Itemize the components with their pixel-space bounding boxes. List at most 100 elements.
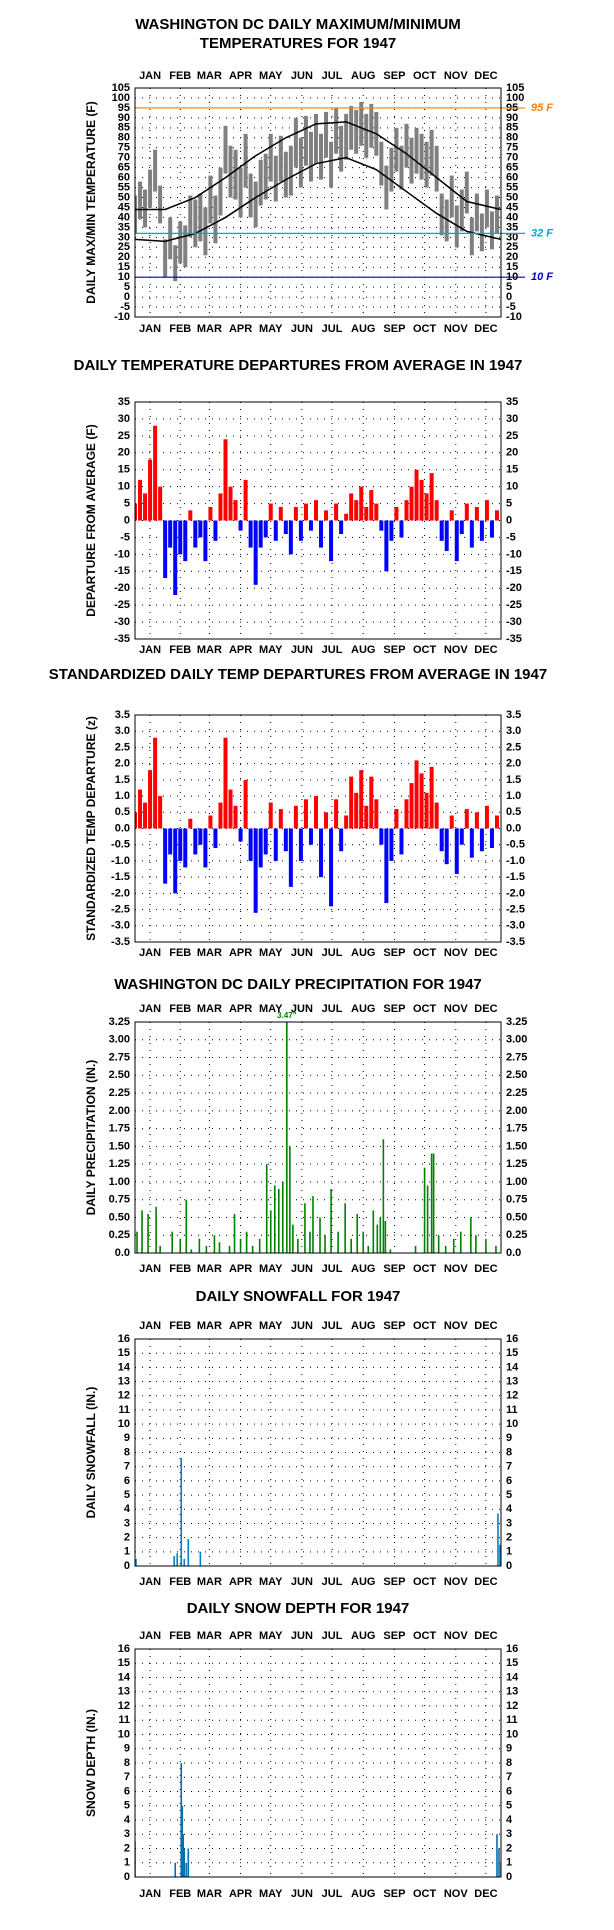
bar xyxy=(423,1167,426,1253)
y-tick-label-right: 4 xyxy=(506,1814,513,1826)
range-bar xyxy=(444,199,449,242)
range-bar xyxy=(404,123,409,168)
x-tick-label: FEB xyxy=(169,947,191,959)
y-tick-label-right: 1 xyxy=(506,1857,512,1869)
y-tick-label-right: 11 xyxy=(506,1714,518,1726)
x-tick-label-top: JUL xyxy=(322,1003,343,1015)
bar xyxy=(163,828,168,884)
bar xyxy=(238,828,243,842)
x-tick-label-top: JUL xyxy=(322,70,343,82)
bar xyxy=(494,815,499,829)
bar xyxy=(273,828,278,861)
bar xyxy=(263,828,268,855)
y-tick-label-right: 45 xyxy=(506,201,518,213)
y-tick-label-right: -0.5 xyxy=(506,839,525,851)
bar xyxy=(135,503,137,521)
x-tick-label-top: NOV xyxy=(444,1003,469,1015)
bar xyxy=(454,828,459,874)
y-tick-label: 2 xyxy=(124,1842,130,1854)
x-tick-label: AUG xyxy=(351,1263,375,1275)
bar xyxy=(163,520,168,579)
y-tick-label: 3 xyxy=(124,1828,130,1840)
bar xyxy=(203,828,208,868)
x-tick-label: OCT xyxy=(413,947,437,959)
x-tick-label-top: MAY xyxy=(259,70,283,82)
bar xyxy=(233,500,238,521)
y-tick-label-right: 5 xyxy=(506,1800,512,1812)
y-tick-label: 7 xyxy=(124,1771,130,1783)
x-tick-label: DEC xyxy=(474,1263,497,1275)
y-tick-label: 10 xyxy=(118,271,130,283)
bar xyxy=(273,1185,276,1253)
y-tick-label-right: 15 xyxy=(506,464,518,476)
range-bar xyxy=(298,137,303,188)
bar xyxy=(135,812,137,829)
x-tick-label: SEP xyxy=(383,1888,405,1900)
x-tick-label-top: JUN xyxy=(291,1003,313,1015)
bar xyxy=(258,1238,261,1253)
y-tick-label: 3.25 xyxy=(109,1016,130,1028)
x-tick-label: MAR xyxy=(197,644,222,656)
y-tick-label-right: 20 xyxy=(506,447,518,459)
bar xyxy=(329,520,334,562)
bar xyxy=(288,828,293,887)
bar xyxy=(429,766,434,829)
bar xyxy=(278,506,283,521)
x-tick-label: NOV xyxy=(444,323,469,335)
bar xyxy=(303,799,308,829)
bar xyxy=(404,799,409,829)
y-tick-label: 12 xyxy=(118,1700,130,1712)
y-tick-label: 5 xyxy=(124,1489,130,1501)
bar xyxy=(489,520,494,538)
range-bar xyxy=(359,101,364,146)
bar xyxy=(268,503,273,521)
x-tick-label-top: JAN xyxy=(139,1630,161,1642)
bar xyxy=(176,1553,179,1566)
y-tick-label: 105 xyxy=(112,82,130,94)
bar xyxy=(180,1458,183,1566)
bar xyxy=(409,486,414,521)
y-tick-label-right: 1.5 xyxy=(506,774,521,786)
range-bar xyxy=(288,145,293,196)
x-tick-label-top: SEP xyxy=(383,1003,405,1015)
x-tick-label-top: AUG xyxy=(351,1320,375,1332)
x-tick-label-top: JUL xyxy=(322,1320,343,1332)
x-tick-label: AUG xyxy=(351,644,375,656)
bar xyxy=(475,1235,477,1253)
y-tick-label-right: 85 xyxy=(506,122,518,134)
y-axis-label: STANDARDIZED TEMP DEPARTURE (z) xyxy=(84,716,98,941)
bar xyxy=(379,1217,382,1253)
y-tick-label: 1.50 xyxy=(109,1140,130,1152)
bar xyxy=(136,1231,138,1253)
bar xyxy=(213,828,218,848)
bar xyxy=(218,1242,221,1253)
bar xyxy=(364,506,369,521)
range-bar xyxy=(158,185,163,224)
bar xyxy=(179,1238,182,1253)
bar xyxy=(313,796,318,829)
bar xyxy=(474,506,479,521)
y-tick-label: -15 xyxy=(114,565,130,577)
x-tick-label-top: APR xyxy=(229,1003,252,1015)
range-bar xyxy=(233,149,238,200)
bar xyxy=(289,1146,291,1253)
range-bar xyxy=(344,113,349,160)
bar xyxy=(426,1185,429,1253)
y-tick-label-right: 14 xyxy=(506,1361,519,1373)
range-bar xyxy=(213,195,218,244)
bar xyxy=(153,737,158,829)
bar xyxy=(277,1189,280,1253)
bar xyxy=(304,1203,306,1253)
y-tick-label: 50 xyxy=(118,191,130,203)
y-tick-label: 11 xyxy=(118,1404,130,1416)
bar xyxy=(330,1189,332,1253)
chart-title: DAILY SNOW DEPTH FOR 1947 xyxy=(187,1600,410,1617)
bar xyxy=(389,520,394,541)
bar xyxy=(399,520,404,538)
y-tick-label-right: 9 xyxy=(506,1743,512,1755)
plot-frame xyxy=(134,1338,502,1567)
plot-frame xyxy=(134,1648,502,1878)
bar xyxy=(449,815,454,829)
bar xyxy=(263,520,268,538)
bar xyxy=(379,828,384,845)
